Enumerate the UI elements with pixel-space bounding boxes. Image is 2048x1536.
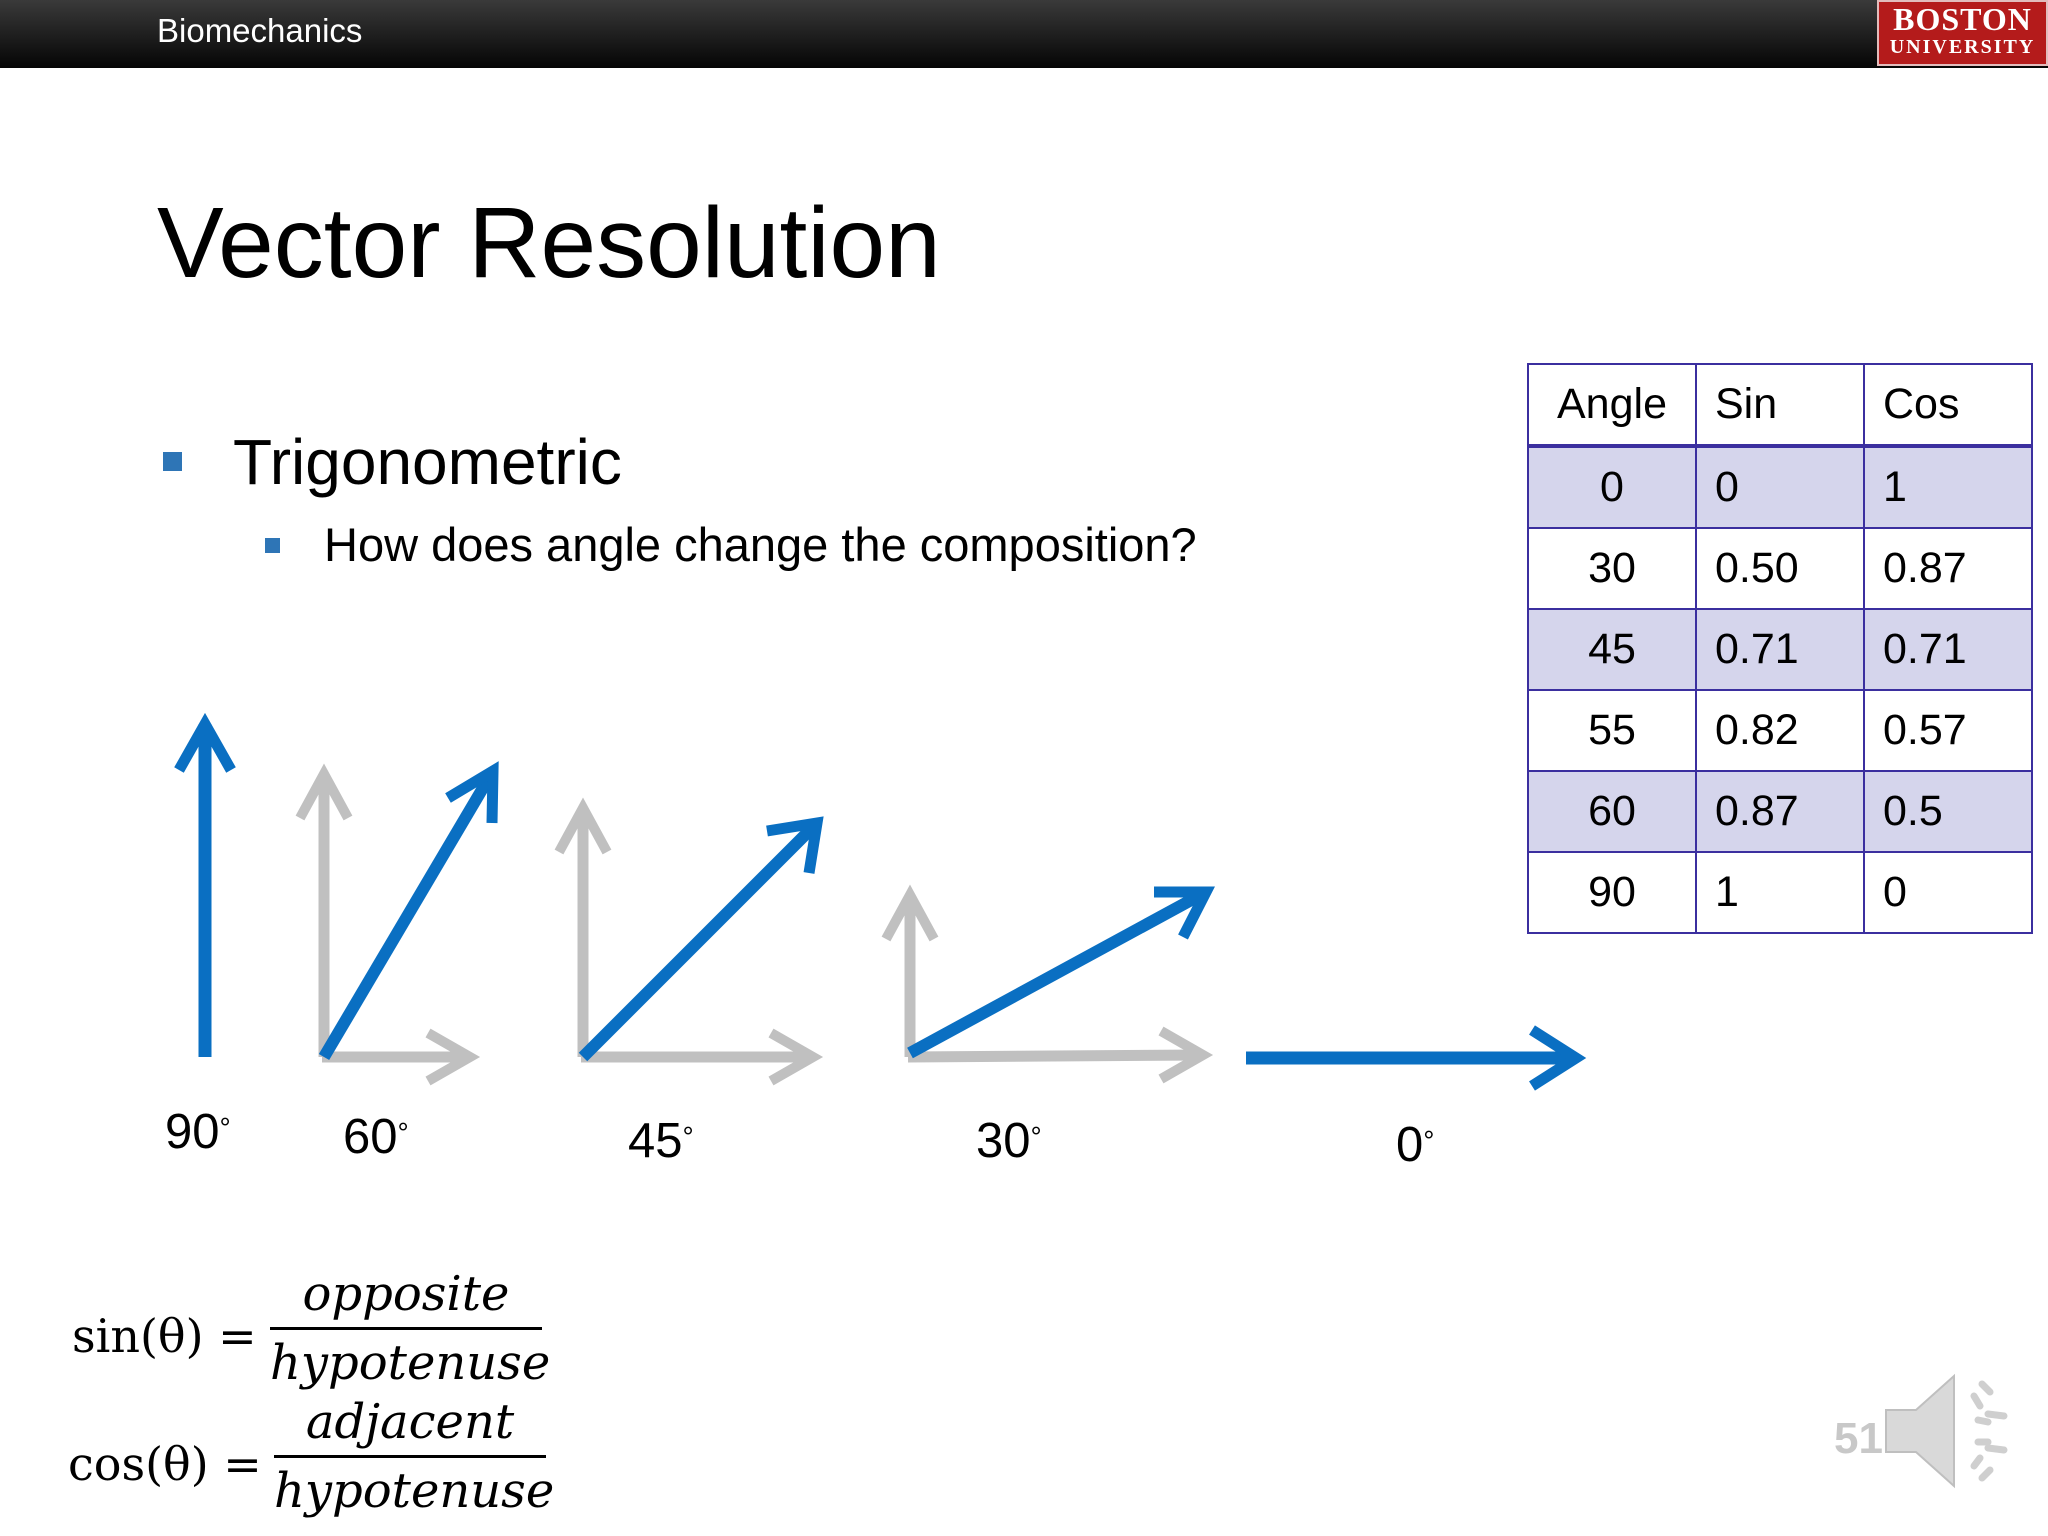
table-row: 90 1 0	[1527, 851, 2033, 934]
cell-cos: 0.5	[1863, 770, 2033, 853]
cell-sin: 0	[1695, 445, 1865, 529]
header-cos: Cos	[1863, 363, 2033, 448]
sin-cos-table: Angle Sin Cos 0 0 1 30 0.50 0.87 45 0.71…	[1527, 363, 2033, 934]
vector-45-arrowhead	[766, 816, 824, 874]
cell-angle: 90	[1527, 851, 1697, 934]
cell-angle: 55	[1527, 689, 1697, 772]
vector-60-resultant	[318, 767, 499, 1061]
fraction-bar	[270, 1327, 542, 1330]
cell-sin: 0.50	[1695, 527, 1865, 610]
sin-fraction: opposite hypotenuse	[270, 1265, 551, 1392]
vector-60-vertical-arrowhead	[295, 763, 353, 821]
vector-45-vertical-arrowhead	[554, 797, 612, 855]
vector-30-arrowhead	[1154, 886, 1215, 940]
table-header-row: Angle Sin Cos	[1527, 363, 2033, 448]
logo-line2: UNIVERSITY	[1889, 36, 2036, 58]
vector-30-resultant	[907, 886, 1209, 1059]
vector-45-resultant	[578, 818, 822, 1062]
cell-sin: 0.87	[1695, 770, 1865, 853]
angle-label-0: 0°	[1396, 1118, 1435, 1172]
header-sin: Sin	[1695, 363, 1865, 448]
slide-title: Vector Resolution	[157, 187, 941, 299]
angle-label-45: 45°	[628, 1114, 694, 1168]
sin-denominator: hypotenuse	[270, 1335, 551, 1391]
table-row: 55 0.82 0.57	[1527, 689, 2033, 772]
cell-angle: 0	[1527, 445, 1697, 529]
table-row: 30 0.50 0.87	[1527, 527, 2033, 610]
vector-90-arrowhead	[174, 712, 236, 773]
slide-header-bar: Biomechanics BOSTON UNIVERSITY	[0, 0, 2048, 68]
cos-lhs: cos(θ) =	[68, 1437, 262, 1491]
vector-30-horizontal-arrowhead	[1158, 1026, 1214, 1084]
sin-lhs: sin(θ) =	[72, 1309, 257, 1363]
page-number: 51	[1834, 1414, 1883, 1463]
vector-60-arrowhead	[445, 761, 499, 824]
bullet-trigonometric: Trigonometric	[233, 426, 622, 498]
header-angle: Angle	[1527, 363, 1697, 448]
cell-cos: 0.71	[1863, 608, 2033, 691]
speaker-icon[interactable]	[1878, 1366, 2018, 1496]
vector-0-arrowhead	[1529, 1025, 1587, 1091]
angle-label-30: 30°	[976, 1114, 1042, 1168]
table-row: 45 0.71 0.71	[1527, 608, 2033, 691]
table-row: 60 0.87 0.5	[1527, 770, 2033, 853]
vector-45-horizontal-arrowhead	[768, 1028, 824, 1086]
course-title: Biomechanics	[157, 12, 363, 49]
cell-sin: 1	[1695, 851, 1865, 934]
vector-30-horizontal-component	[907, 1049, 1204, 1063]
sub-bullet-marker	[265, 538, 280, 553]
cell-angle: 30	[1527, 527, 1697, 610]
cell-sin: 0.71	[1695, 608, 1865, 691]
cell-cos: 0.57	[1863, 689, 2033, 772]
cell-angle: 45	[1527, 608, 1697, 691]
sub-bullet-question: How does angle change the composition?	[324, 518, 1197, 571]
university-logo: BOSTON UNIVERSITY	[1877, 0, 2048, 66]
angle-label-90: 90°	[165, 1105, 231, 1159]
bullet-marker	[163, 452, 182, 471]
vector-30-vertical-arrowhead	[881, 884, 939, 942]
cell-cos: 1	[1863, 445, 2033, 529]
cos-fraction: adjacent hypotenuse	[274, 1393, 555, 1520]
logo-line1: BOSTON	[1893, 1, 2032, 37]
cos-denominator: hypotenuse	[274, 1463, 555, 1519]
cell-sin: 0.82	[1695, 689, 1865, 772]
table-row: 0 0 1	[1527, 445, 2033, 529]
cos-numerator: adjacent	[305, 1394, 515, 1450]
vector-60-horizontal-arrowhead	[425, 1028, 481, 1086]
cell-cos: 0	[1863, 851, 2033, 934]
sin-numerator: opposite	[302, 1266, 510, 1322]
cell-cos: 0.87	[1863, 527, 2033, 610]
fraction-bar	[274, 1455, 546, 1458]
angle-label-60: 60°	[343, 1110, 409, 1164]
cell-angle: 60	[1527, 770, 1697, 853]
